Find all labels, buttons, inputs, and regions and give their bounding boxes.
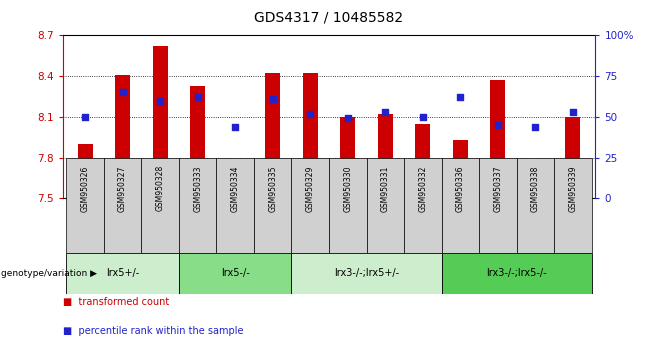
Bar [179, 158, 216, 253]
Bar [329, 158, 367, 253]
Point [80, 114, 90, 120]
Text: GSM950329: GSM950329 [306, 165, 315, 212]
Bar [565, 117, 580, 198]
Bar [265, 73, 280, 198]
Bar [115, 75, 130, 198]
Text: GSM950339: GSM950339 [569, 165, 578, 212]
Bar [340, 117, 355, 198]
Bar [528, 162, 543, 198]
Bar [404, 158, 442, 253]
Text: GSM950336: GSM950336 [456, 165, 465, 212]
Bar [104, 158, 141, 253]
Bar [216, 158, 254, 253]
Bar [490, 80, 505, 198]
Bar [228, 160, 243, 198]
Text: ■  percentile rank within the sample: ■ percentile rank within the sample [63, 326, 243, 336]
Bar [442, 253, 592, 294]
Point [192, 95, 203, 100]
Point [117, 90, 128, 95]
Text: GSM950334: GSM950334 [231, 165, 240, 212]
Point [568, 109, 578, 115]
Bar [141, 158, 179, 253]
Text: lrx3-/-;lrx5+/-: lrx3-/-;lrx5+/- [334, 268, 399, 279]
Text: GSM950335: GSM950335 [268, 165, 277, 212]
Point [418, 114, 428, 120]
Text: GSM950327: GSM950327 [118, 165, 127, 212]
Point [230, 124, 240, 130]
Bar [66, 253, 179, 294]
Point [493, 122, 503, 128]
Text: GSM950326: GSM950326 [80, 165, 89, 212]
Point [155, 98, 165, 103]
Bar [517, 158, 554, 253]
Text: GSM950330: GSM950330 [343, 165, 352, 212]
Text: lrx5+/-: lrx5+/- [106, 268, 139, 279]
Bar [78, 144, 93, 198]
Text: GSM950338: GSM950338 [531, 165, 540, 212]
Point [530, 124, 541, 130]
Text: genotype/variation ▶: genotype/variation ▶ [1, 269, 97, 278]
Bar [190, 86, 205, 198]
Point [380, 109, 391, 115]
Text: GSM950337: GSM950337 [494, 165, 503, 212]
Bar [415, 124, 430, 198]
Bar [303, 73, 318, 198]
Text: GSM950332: GSM950332 [418, 165, 427, 212]
Bar [442, 158, 479, 253]
Bar [479, 158, 517, 253]
Bar [291, 158, 329, 253]
Point [343, 116, 353, 121]
Bar [453, 140, 468, 198]
Text: GSM950328: GSM950328 [155, 165, 164, 211]
Point [455, 95, 466, 100]
Text: lrx3-/-;lrx5-/-: lrx3-/-;lrx5-/- [486, 268, 547, 279]
Bar [254, 158, 291, 253]
Text: GSM950333: GSM950333 [193, 165, 202, 212]
Text: GSM950331: GSM950331 [381, 165, 390, 212]
Bar [153, 46, 168, 198]
Bar [378, 114, 393, 198]
Bar [66, 158, 104, 253]
Bar [554, 158, 592, 253]
Text: GDS4317 / 10485582: GDS4317 / 10485582 [255, 11, 403, 25]
Bar [179, 253, 291, 294]
Point [305, 111, 315, 116]
Point [267, 96, 278, 102]
Text: lrx5-/-: lrx5-/- [221, 268, 249, 279]
Bar [291, 253, 442, 294]
Bar [367, 158, 404, 253]
Text: ■  transformed count: ■ transformed count [63, 297, 168, 307]
